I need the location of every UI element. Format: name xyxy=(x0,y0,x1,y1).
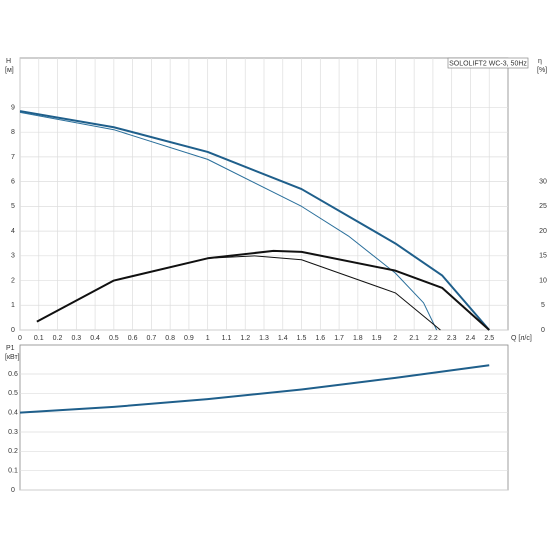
x-tick-label: 2.5 xyxy=(484,335,494,342)
y2-tick-label: 0 xyxy=(541,327,545,334)
y-tick-label: 0.4 xyxy=(8,410,18,417)
x-tick-label: 2.1 xyxy=(409,335,419,342)
x-tick-label: 0.2 xyxy=(53,335,63,342)
x-tick-label: 0.6 xyxy=(128,335,138,342)
y2-tick-label: 30 xyxy=(539,178,547,185)
x-tick-label: 1.6 xyxy=(315,335,325,342)
y-tick-label: 3 xyxy=(11,253,15,260)
y-axis-label: P1 xyxy=(6,345,15,352)
y-tick-label: 2 xyxy=(11,277,15,284)
data-line xyxy=(19,110,490,331)
y-tick-label: 1 xyxy=(11,302,15,309)
x-tick-label: 2.4 xyxy=(466,335,476,342)
x-tick-label: 2 xyxy=(393,335,397,342)
x-tick-label: 1 xyxy=(206,335,210,342)
x-tick-label: 1.9 xyxy=(372,335,382,342)
title-box xyxy=(447,57,529,69)
y-tick-label: 0 xyxy=(11,327,15,334)
y-axis-unit: [кВт] xyxy=(5,354,20,361)
y-tick-label: 0.3 xyxy=(8,429,18,436)
y2-tick-label: 25 xyxy=(539,203,547,210)
y2-tick-label: 10 xyxy=(539,277,547,284)
x-tick-label: 1.7 xyxy=(334,335,344,342)
x-tick-label: 1.4 xyxy=(278,335,288,342)
x-tick-label: 1.3 xyxy=(259,335,269,342)
x-tick-label: 1.2 xyxy=(240,335,250,342)
y-tick-label: 7 xyxy=(11,154,15,161)
y-tick-label: 0.5 xyxy=(8,390,18,397)
x-tick-label: 0.3 xyxy=(71,335,81,342)
y2-tick-label: 15 xyxy=(539,253,547,260)
y2-tick-label: 20 xyxy=(539,228,547,235)
x-tick-label: 1.5 xyxy=(297,335,307,342)
x-axis-label: Q [л/с] xyxy=(511,335,532,342)
x-tick-label: 0.1 xyxy=(34,335,44,342)
y-tick-label: 5 xyxy=(11,203,15,210)
x-tick-label: 0.8 xyxy=(165,335,175,342)
y-tick-label: 4 xyxy=(11,228,15,235)
y2-axis-unit: [%] xyxy=(537,67,547,74)
y-tick-label: 0.2 xyxy=(8,448,18,455)
x-tick-label: 0 xyxy=(18,335,22,342)
data-line xyxy=(19,364,490,414)
y2-tick-label: 5 xyxy=(541,302,545,309)
y-tick-label: 9 xyxy=(11,104,15,111)
x-tick-label: 2.2 xyxy=(428,335,438,342)
data-line xyxy=(36,255,441,331)
x-tick-label: 0.7 xyxy=(147,335,157,342)
y-tick-label: 0.1 xyxy=(8,468,18,475)
x-tick-label: 2.3 xyxy=(447,335,457,342)
x-tick-label: 0.5 xyxy=(109,335,119,342)
data-line xyxy=(19,111,438,331)
chart-title: SOLOLIFT2 WC-3, 50Hz xyxy=(449,60,527,67)
x-tick-label: 0.9 xyxy=(184,335,194,342)
y-tick-label: 8 xyxy=(11,129,15,136)
x-tick-label: 1.1 xyxy=(222,335,232,342)
y-tick-label: 6 xyxy=(11,178,15,185)
y-tick-label: 0.6 xyxy=(8,371,18,378)
plot-area xyxy=(19,344,509,491)
x-tick-label: 1.8 xyxy=(353,335,363,342)
y2-axis-label: η xyxy=(538,58,542,65)
x-tick-label: 0.4 xyxy=(90,335,100,342)
y-tick-label: 0 xyxy=(11,487,15,494)
y-axis-unit: [м] xyxy=(5,67,14,74)
y-axis-label: H xyxy=(6,58,11,65)
